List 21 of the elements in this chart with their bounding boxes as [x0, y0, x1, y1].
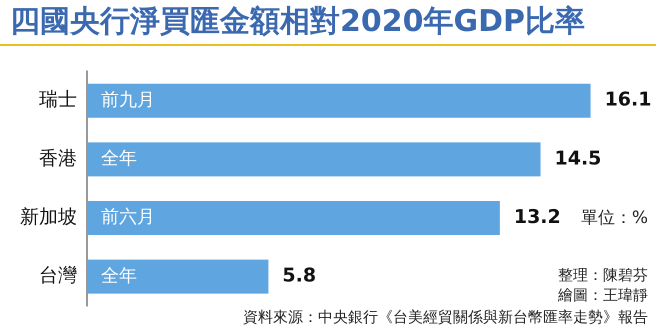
- annotation: 前六月: [101, 206, 155, 228]
- y-tick-label: 台灣: [39, 264, 77, 287]
- data-label: 14.5: [554, 147, 602, 170]
- chart-title: 四國央行淨買匯金額相對2020年GDP比率: [0, 0, 656, 46]
- annotation: 前九月: [101, 89, 155, 110]
- y-tick-label: 香港: [39, 147, 77, 170]
- y-tick-label: 瑞士: [39, 88, 77, 111]
- annotation: 繪圖：王瑋靜: [558, 286, 648, 305]
- annotation: 整理：陳碧芬: [558, 266, 648, 285]
- source-note: 資料來源：中央銀行《台美經貿關係與新台幣匯率走勢》報告: [243, 308, 648, 327]
- annotation: 全年: [101, 265, 137, 286]
- data-label: 13.2: [514, 206, 561, 228]
- bar: [87, 142, 541, 176]
- bar: [87, 201, 500, 236]
- bar: [87, 260, 268, 294]
- data-label: 16.1: [604, 88, 652, 111]
- y-tick-label: 新加坡: [20, 206, 77, 228]
- annotation: 全年: [101, 148, 137, 170]
- bar: [87, 84, 591, 118]
- data-label: 5.8: [282, 264, 316, 287]
- annotation: 單位：%: [580, 207, 648, 229]
